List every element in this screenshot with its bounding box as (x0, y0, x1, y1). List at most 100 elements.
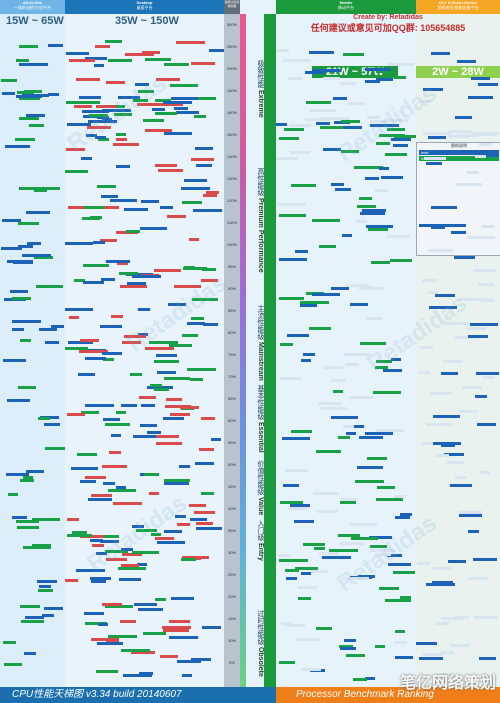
cpu-cell (366, 224, 394, 228)
percent-tick: 200% (226, 66, 238, 71)
cpu-cell (375, 365, 389, 369)
cpu-cell (288, 123, 311, 127)
cpu-cell (318, 245, 336, 249)
cpu-cell (100, 278, 115, 282)
cpu-cell (18, 222, 40, 226)
cpu-cell (174, 106, 189, 110)
cpu-cell (368, 536, 392, 540)
cpu-cell (458, 510, 483, 514)
cpu-cell (457, 59, 477, 63)
cpu-cell (34, 189, 48, 192)
cpu-cell (285, 577, 297, 581)
percent-tick: 150% (226, 132, 238, 137)
cpu-cell (455, 475, 467, 479)
cpu-cell (432, 581, 454, 585)
percent-tick: 140% (226, 154, 238, 159)
cpu-cell (153, 359, 179, 363)
cpu-cell (191, 158, 215, 162)
cpu-cell (441, 371, 459, 375)
cpu-cell (423, 653, 444, 657)
cpu-cell (1, 78, 18, 82)
cpu-cell (316, 626, 333, 630)
cpu-cell (140, 423, 158, 427)
cpu-cell (323, 148, 342, 152)
cpu-cell (155, 98, 172, 102)
cpu-cell (298, 585, 318, 589)
cpu-cell (374, 552, 391, 556)
cpu-cell (394, 630, 405, 634)
cpu-cell (376, 485, 395, 489)
cpu-cell (98, 623, 109, 627)
cpu-cell (131, 550, 159, 554)
cpu-cell (481, 224, 494, 228)
cpu-cell (16, 520, 40, 524)
cpu-cell (19, 604, 40, 608)
cpu-cell (67, 534, 93, 538)
cpu-cell (189, 377, 203, 381)
cpu-cell (382, 368, 402, 372)
cpu-cell (95, 670, 118, 674)
cpu-cell (14, 138, 35, 142)
cpu-cell (288, 77, 304, 81)
cpu-cell (65, 101, 95, 105)
credit-author: Create by: Retadidas (353, 14, 423, 21)
performance-index-column (224, 0, 240, 703)
cpu-cell (190, 517, 207, 521)
cpu-cell (447, 134, 469, 138)
cpu-cell (86, 125, 111, 129)
percent-tick: 45% (227, 484, 236, 489)
cpu-cell (186, 367, 216, 371)
cpu-cell (103, 418, 121, 422)
cpu-cell (306, 101, 332, 105)
cpu-cell (298, 596, 312, 600)
cpu-cell (153, 268, 181, 272)
cpu-cell (321, 407, 348, 411)
percent-tick: 300% (226, 22, 238, 27)
cpu-cell (331, 378, 347, 382)
cpu-cell (125, 52, 155, 56)
cpu-cell (339, 644, 354, 648)
cpu-cell (360, 341, 387, 345)
cpu-cell (379, 587, 400, 591)
cpu-cell (356, 466, 383, 470)
cpu-cell (66, 412, 85, 416)
cpu-cell (131, 524, 144, 528)
cpu-cell (19, 338, 31, 342)
cpu-cell (157, 168, 183, 172)
tier-label: 价值性能级 Value (257, 460, 264, 516)
cpu-cell (29, 124, 45, 128)
cpu-cell (171, 597, 195, 601)
cpu-cell (374, 644, 385, 648)
cpu-cell (308, 327, 331, 331)
cpu-cell (205, 190, 219, 194)
cpu-cell (289, 507, 309, 511)
cpu-cell (436, 622, 450, 626)
cpu-cell (154, 164, 177, 168)
cpu-cell (331, 182, 345, 186)
cpu-cell (474, 155, 486, 159)
cpu-cell (71, 530, 87, 534)
cpu-cell (66, 517, 79, 521)
percent-tick: 60% (227, 418, 236, 423)
cpu-cell (125, 230, 140, 234)
cpu-cell (425, 161, 442, 165)
cpu-cell (367, 228, 388, 232)
cpu-cell (1, 92, 15, 96)
cpu-cell (143, 119, 165, 123)
cpu-cell (301, 571, 312, 575)
desktop-header: Desktop 桌面平台 (65, 0, 224, 14)
cpu-cell (79, 339, 99, 343)
cpu-cell (143, 472, 158, 476)
cpu-cell (84, 56, 107, 60)
cpu-cell (145, 129, 173, 133)
cpu-cell (85, 357, 107, 361)
cpu-cell (11, 320, 41, 324)
cpu-cell (276, 156, 299, 160)
cpu-cell (23, 651, 36, 655)
cpu-cell (38, 589, 54, 593)
cpu-cell (286, 623, 305, 627)
cpu-cell (468, 529, 480, 533)
cpu-cell (121, 404, 138, 408)
cpu-cell (394, 516, 410, 520)
cpu-cell (322, 555, 352, 559)
